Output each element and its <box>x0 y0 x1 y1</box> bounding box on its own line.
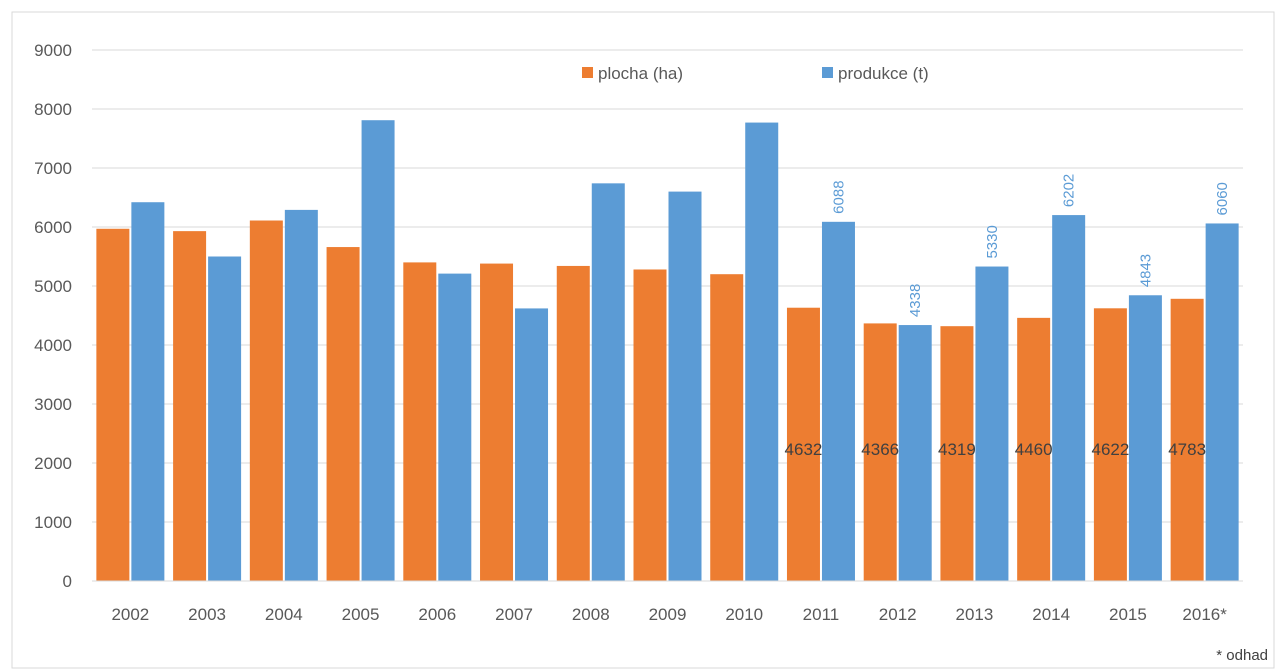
x-tick-label: 2002 <box>111 605 149 624</box>
bars <box>96 120 1239 582</box>
data-label-plocha: 4632 <box>785 440 823 459</box>
x-tick-label: 2011 <box>803 605 840 624</box>
x-axis: 2002 2003 2004 2005 2006 2007 2008 2009 2010 2011… <box>92 580 1243 624</box>
bar-produkce <box>438 273 472 581</box>
x-tick-label: 2015 <box>1109 605 1147 624</box>
y-tick-label: 9000 <box>34 41 72 60</box>
x-tick-label: 2008 <box>572 605 610 624</box>
y-axis: 0 1000 2000 3000 4000 5000 6000 7000 8000 9000 <box>34 41 72 591</box>
data-label-plocha: 4460 <box>1015 440 1053 459</box>
bar-produkce <box>208 256 242 581</box>
bar-produkce <box>284 209 318 581</box>
y-tick-label: 7000 <box>34 159 72 178</box>
bar-plocha <box>633 269 667 581</box>
x-tick-label: 2016* <box>1182 605 1227 624</box>
x-tick-label: 2009 <box>649 605 687 624</box>
bar-plocha <box>556 265 590 581</box>
x-tick-label: 2014 <box>1032 605 1070 624</box>
bar-plocha <box>403 262 437 581</box>
bar-produkce <box>1052 215 1086 581</box>
legend-swatch <box>582 67 593 78</box>
x-tick-label: 2006 <box>418 605 456 624</box>
data-label-produkce: 4843 <box>1137 254 1154 287</box>
legend-label: plocha (ha) <box>598 64 683 83</box>
y-tick-label: 6000 <box>34 218 72 237</box>
data-label-produkce: 6088 <box>830 180 847 213</box>
footnote: * odhad <box>1216 647 1268 664</box>
data-label-plocha: 4366 <box>861 440 899 459</box>
y-tick-label: 2000 <box>34 454 72 473</box>
bar-plocha <box>1170 298 1204 581</box>
x-tick-label: 2005 <box>342 605 380 624</box>
bar-plocha <box>96 228 130 581</box>
x-tick-label: 2007 <box>495 605 533 624</box>
bar-produkce <box>975 266 1009 581</box>
x-tick-label: 2004 <box>265 605 303 624</box>
bar-plocha <box>940 326 974 581</box>
y-tick-label: 4000 <box>34 336 72 355</box>
data-label-plocha: 4783 <box>1168 440 1206 459</box>
x-tick-label: 2012 <box>879 605 917 624</box>
x-tick-label: 2013 <box>956 605 994 624</box>
bar-plocha <box>480 263 514 581</box>
data-label-produkce: 4338 <box>907 284 924 317</box>
y-tick-label: 5000 <box>34 277 72 296</box>
bar-produkce <box>515 308 549 581</box>
legend-swatch <box>822 67 833 78</box>
bar-plocha <box>249 220 283 581</box>
bar-plocha <box>710 274 744 581</box>
data-label-produkce: 6202 <box>1061 174 1078 207</box>
y-tick-label: 8000 <box>34 100 72 119</box>
bar-produkce <box>745 122 779 581</box>
bar-produkce <box>821 221 855 582</box>
bar-plocha <box>1093 308 1127 581</box>
bar-produkce <box>591 183 625 581</box>
y-tick-label: 1000 <box>34 513 72 532</box>
bar-plocha <box>786 307 820 581</box>
bar-produkce <box>668 191 702 581</box>
bar-plocha <box>863 323 897 581</box>
y-tick-label: 0 <box>63 572 72 591</box>
bar-plocha <box>326 247 360 581</box>
x-tick-label: 2010 <box>725 605 763 624</box>
bar-produkce <box>361 120 395 582</box>
data-label-plocha: 4622 <box>1091 440 1129 459</box>
legend-label: produkce (t) <box>838 64 929 83</box>
bar-produkce <box>1128 295 1162 581</box>
bar-plocha <box>1017 317 1051 581</box>
data-labels: 4632 6088 4366 4338 4319 5330 4460 6202 4622 4843… <box>785 174 1232 459</box>
data-label-plocha: 4319 <box>938 440 976 459</box>
bar-produkce <box>131 202 165 581</box>
x-tick-label: 2003 <box>188 605 226 624</box>
data-label-produkce: 5330 <box>984 225 1001 258</box>
data-label-produkce: 6060 <box>1214 182 1231 215</box>
y-tick-label: 3000 <box>34 395 72 414</box>
bar-produkce <box>898 325 932 581</box>
bar-produkce <box>1205 223 1239 581</box>
bar-plocha <box>173 231 207 581</box>
legend: plocha (ha) produkce (t) <box>582 64 929 83</box>
